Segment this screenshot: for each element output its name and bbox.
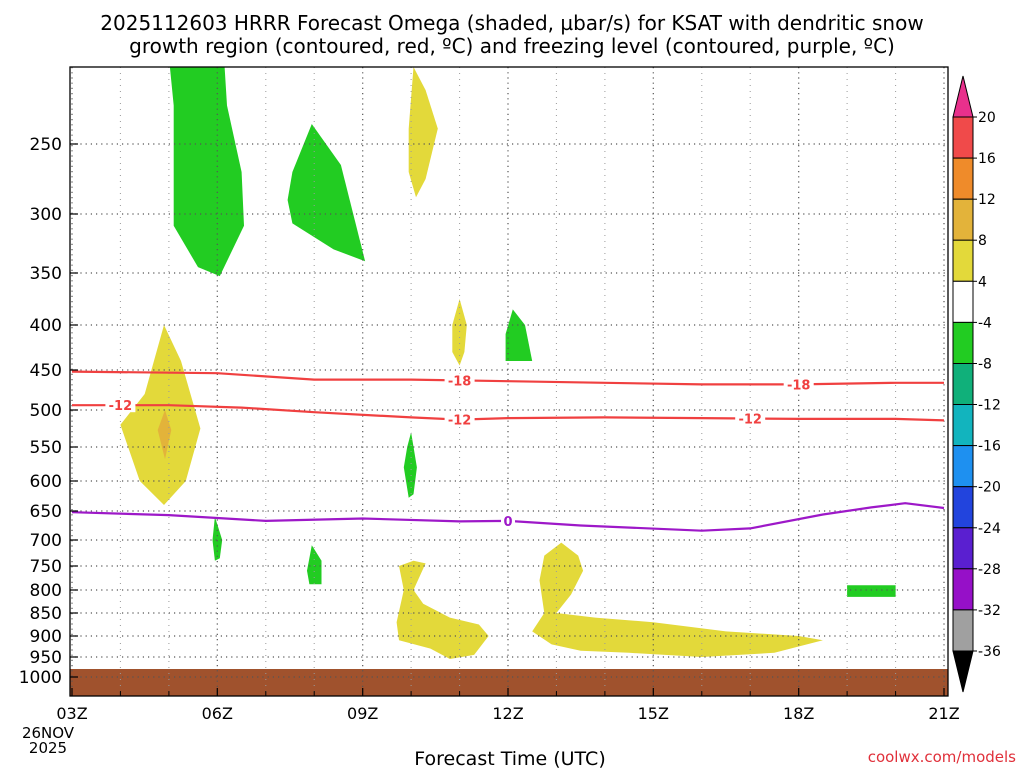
omega-yellow-6-region bbox=[452, 299, 467, 366]
x-tick-label: 18Z bbox=[783, 704, 814, 723]
colorbar-segment bbox=[952, 198, 974, 241]
credit-text: coolwx.com/models bbox=[868, 748, 1016, 766]
colorbar-label: -24 bbox=[978, 521, 1001, 537]
y-tick-label: 700 bbox=[30, 531, 62, 551]
colorbar-label: -28 bbox=[978, 562, 1001, 578]
chart-title-line-2: growth region (contoured, red, ºC) and f… bbox=[129, 34, 895, 58]
y-tick-label: 400 bbox=[30, 316, 62, 336]
colorbar-segment bbox=[952, 609, 974, 652]
omega-green-7-region bbox=[505, 309, 533, 361]
colorbar-bottom-arrow bbox=[952, 650, 974, 693]
y-tick-label: 300 bbox=[30, 205, 62, 225]
colorbar-label: -12 bbox=[978, 398, 1001, 414]
colorbar-label: -36 bbox=[978, 644, 1001, 660]
colorbar-segment bbox=[952, 157, 974, 200]
y-tick-label: 750 bbox=[30, 557, 62, 577]
x-tick-label: 15Z bbox=[638, 704, 669, 723]
x-tick-label: 21Z bbox=[928, 704, 959, 723]
freezing-level-contour bbox=[71, 502, 945, 532]
colorbar: 20 16 12 8 4 -4 -8 -12 -16 -20 -24 -28 -32 -36 bbox=[952, 75, 1001, 693]
omega-yellow-12-region bbox=[532, 542, 823, 657]
chart-title-line-1: 2025112603 HRRR Forecast Omega (shaded, … bbox=[100, 11, 923, 35]
colorbar-segment bbox=[952, 239, 974, 282]
colorbar-segment bbox=[952, 116, 974, 159]
colorbar-label: 8 bbox=[978, 233, 987, 249]
y-tick-label: 550 bbox=[30, 438, 62, 458]
date-label-day: 26NOV bbox=[22, 724, 75, 742]
colorbar-segment bbox=[952, 445, 974, 488]
x-axis-title: Forecast Time (UTC) bbox=[414, 748, 605, 768]
x-tick-label: 09Z bbox=[347, 704, 378, 723]
x-axis: 03Z 06Z 09Z 12Z 15Z 18Z 21Z bbox=[56, 688, 960, 723]
colorbar-label: 16 bbox=[978, 151, 996, 167]
y-tick-label: 1000 bbox=[19, 668, 62, 688]
dendritic-lower-label-bg bbox=[105, 398, 136, 413]
omega-yellow-3-region bbox=[408, 67, 438, 198]
x-tick-label: 06Z bbox=[202, 704, 233, 723]
omega-green-10-region bbox=[307, 545, 322, 585]
dendritic-lower-label: -12 bbox=[738, 413, 762, 428]
x-tick-label: 12Z bbox=[492, 704, 523, 723]
colorbar-label: 20 bbox=[978, 110, 996, 126]
plot-frame bbox=[69, 66, 949, 697]
colorbar-label: 4 bbox=[978, 274, 987, 290]
gridlines bbox=[70, 67, 948, 696]
below-ground-surface bbox=[70, 669, 948, 696]
freezing-level-label-bg bbox=[501, 513, 515, 528]
y-tick-label: 350 bbox=[30, 264, 62, 284]
y-tick-label: 250 bbox=[30, 135, 62, 155]
contour-layer: -18 -18 -12 -12 -12 0 bbox=[71, 370, 945, 532]
freezing-level-label: 0 bbox=[503, 515, 512, 530]
colorbar-segment bbox=[952, 568, 974, 611]
y-tick-label: 600 bbox=[30, 472, 62, 492]
colorbar-label: -16 bbox=[978, 439, 1001, 455]
colorbar-segment bbox=[952, 280, 974, 323]
dendritic-lower-contour bbox=[72, 404, 945, 422]
colorbar-label: -8 bbox=[978, 357, 992, 373]
y-tick-label: 500 bbox=[30, 401, 62, 421]
colorbar-segment bbox=[952, 527, 974, 570]
y-tick-label: 650 bbox=[30, 502, 62, 522]
colorbar-label: -4 bbox=[978, 315, 992, 331]
dendritic-lower-label-bg bbox=[444, 412, 475, 427]
y-tick-label: 850 bbox=[30, 604, 62, 624]
colorbar-segment bbox=[952, 404, 974, 447]
y-axis: 250 300 350 400 450 500 550 600 650 700 750 800 850 9… bbox=[19, 135, 78, 688]
omega-green-1-region bbox=[169, 67, 244, 277]
colorbar-top-arrow bbox=[952, 75, 974, 118]
y-tick-label: 950 bbox=[30, 648, 62, 668]
dendritic-upper-label: -18 bbox=[448, 374, 472, 389]
colorbar-segment bbox=[952, 363, 974, 406]
date-label-year: 2025 bbox=[29, 739, 67, 757]
dendritic-upper-label-bg bbox=[783, 377, 814, 392]
colorbar-label: -32 bbox=[978, 603, 1001, 619]
dendritic-upper-label: -18 bbox=[787, 378, 811, 393]
omega-green-9-region bbox=[212, 516, 223, 561]
dendritic-lower-label: -12 bbox=[448, 414, 472, 429]
dendritic-upper-contour bbox=[71, 370, 944, 386]
y-tick-label: 450 bbox=[30, 361, 62, 381]
omega-green-13-region bbox=[847, 585, 896, 597]
y-tick-label: 800 bbox=[30, 581, 62, 601]
colorbar-label: -20 bbox=[978, 480, 1001, 496]
omega-yellow-11-region bbox=[396, 560, 489, 659]
dendritic-upper-label-bg bbox=[444, 373, 475, 388]
dendritic-lower-label: -12 bbox=[109, 399, 133, 414]
colorbar-label: 12 bbox=[978, 192, 996, 208]
omega-orange-5-region bbox=[157, 410, 172, 460]
colorbar-segment bbox=[952, 486, 974, 529]
colorbar-segment bbox=[952, 321, 974, 364]
y-tick-label: 900 bbox=[30, 627, 62, 647]
x-tick-label: 03Z bbox=[56, 704, 87, 723]
dendritic-lower-label-bg bbox=[735, 411, 766, 426]
omega-green-2-region bbox=[287, 124, 366, 262]
